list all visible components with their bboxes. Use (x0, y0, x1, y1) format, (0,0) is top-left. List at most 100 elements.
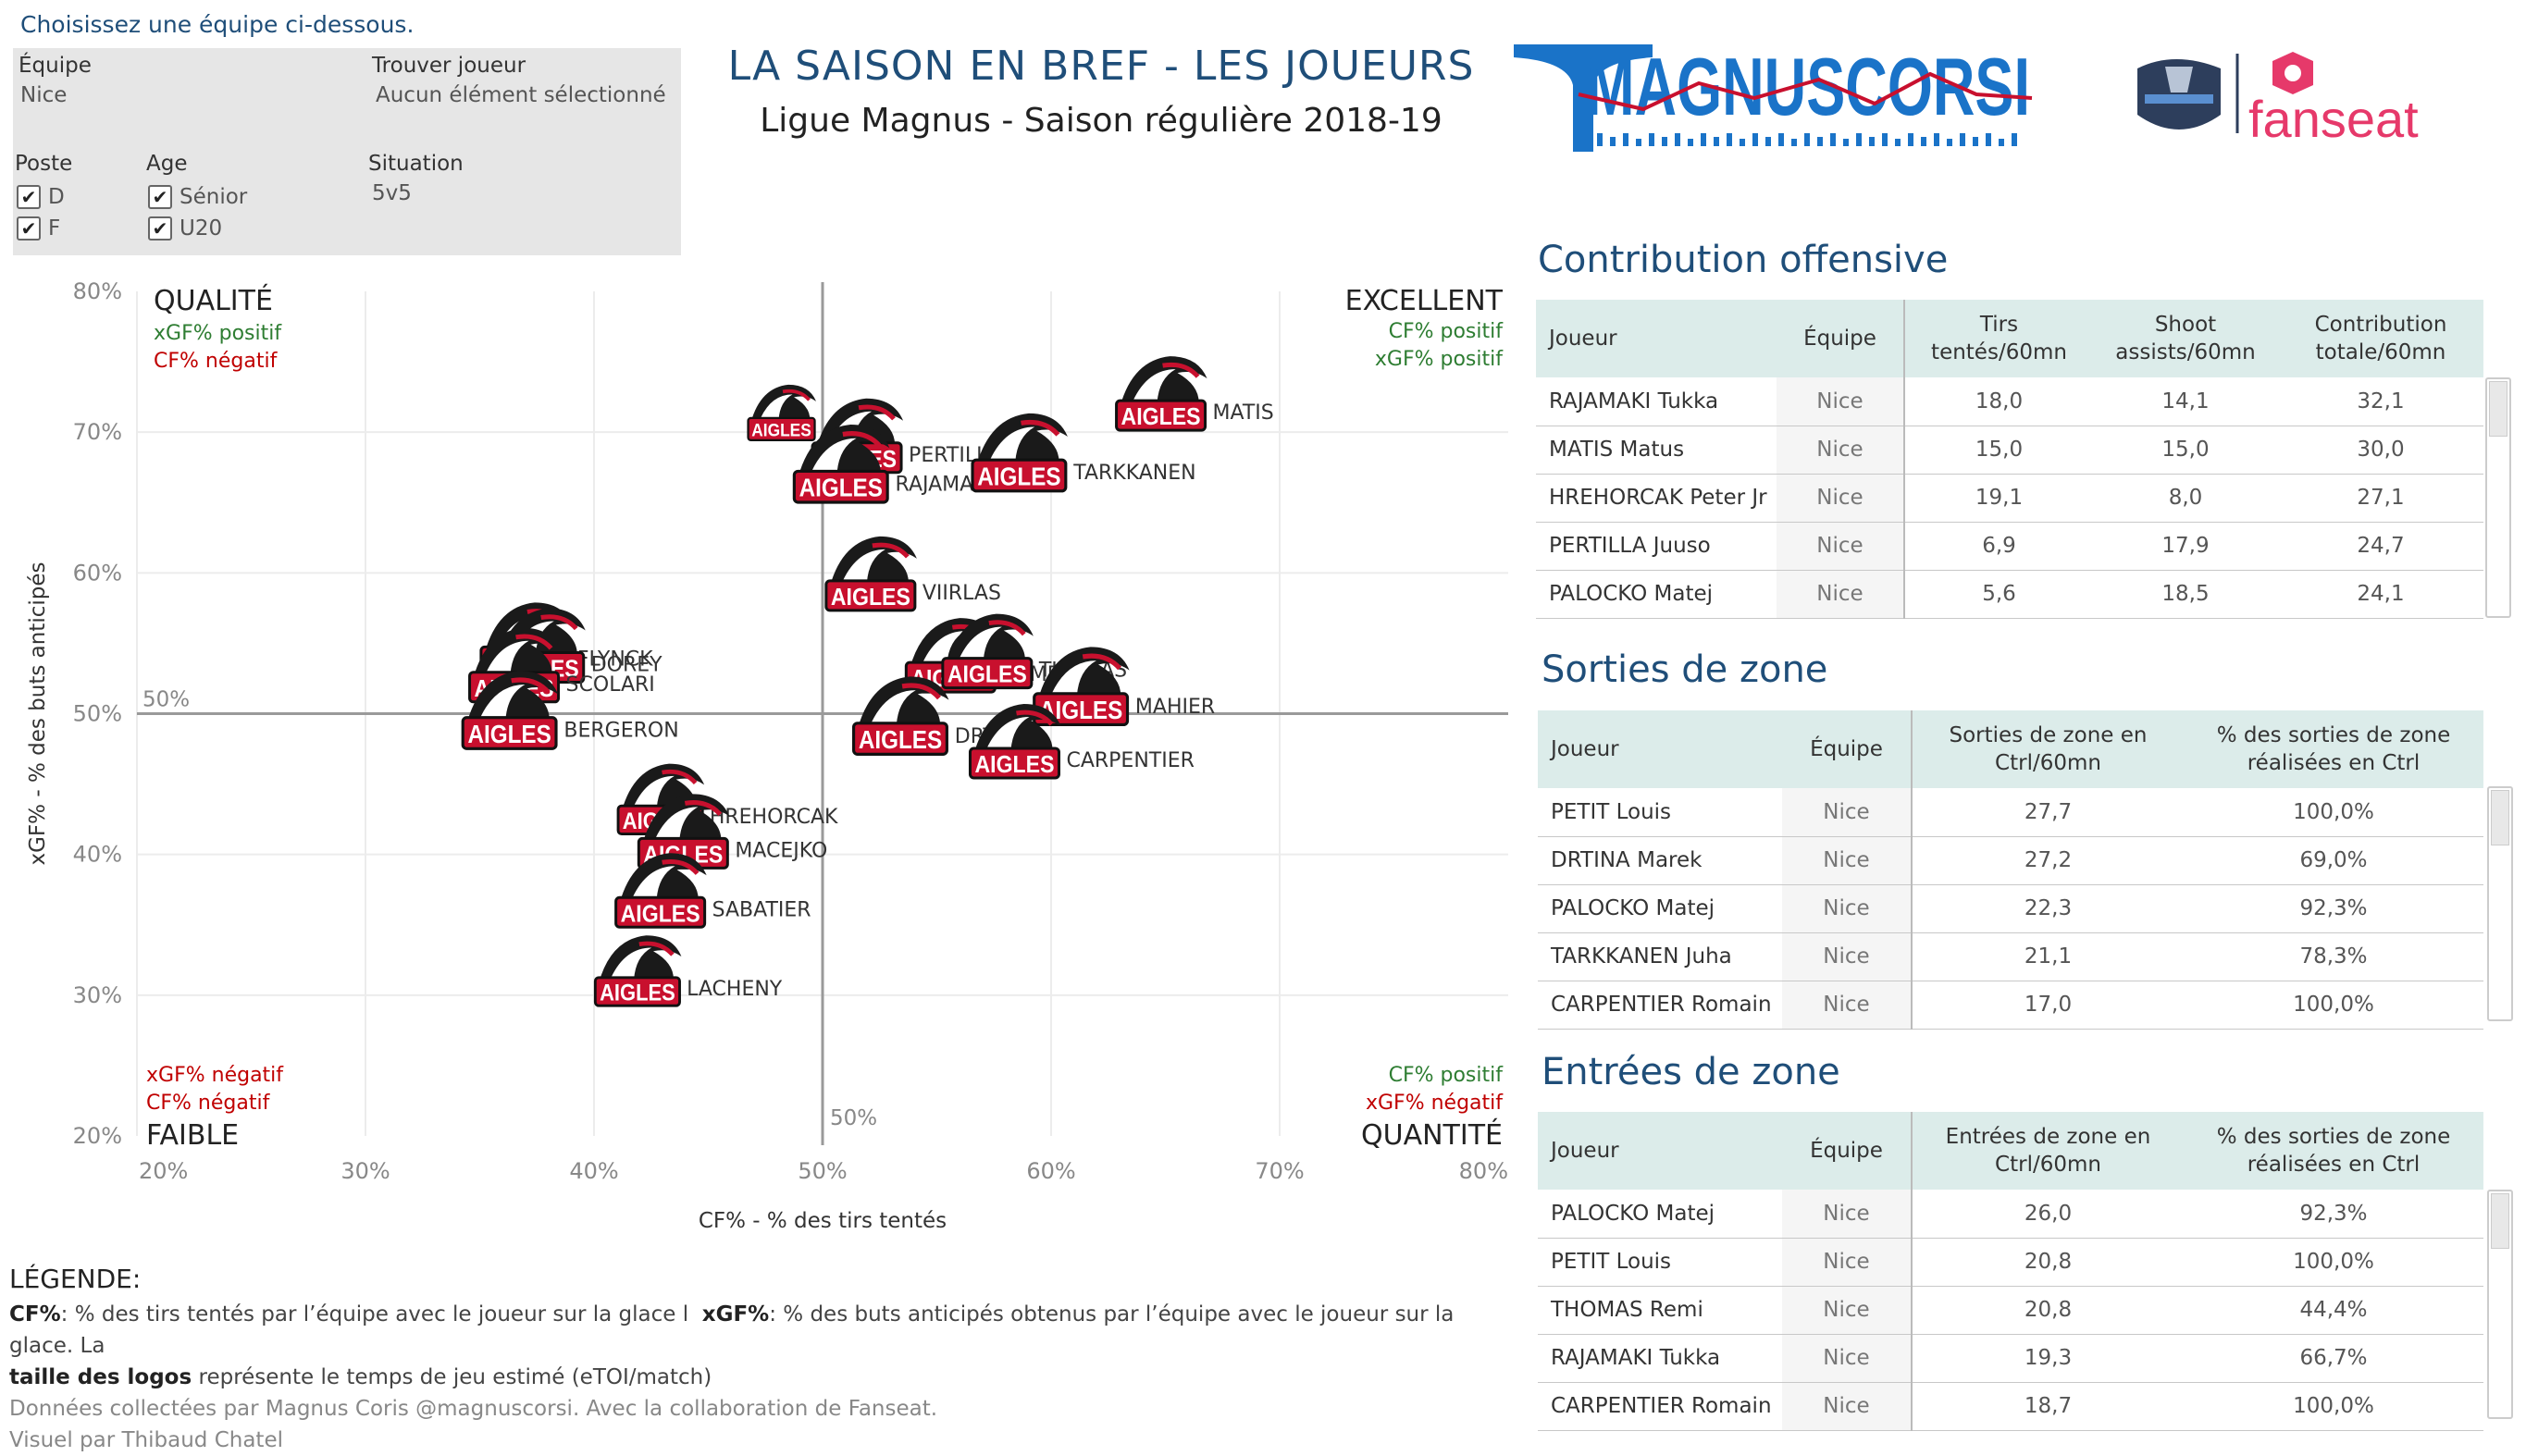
legend-text: CF%: % des tirs tentés par l’équipe avec… (9, 1302, 1455, 1389)
situation-select[interactable]: 5v5 (372, 181, 412, 205)
point-label: MACEJKO (735, 839, 827, 862)
column-header[interactable]: Contribution totale/60mn (2278, 300, 2483, 377)
scroll-thumb[interactable] (2489, 381, 2507, 437)
aigles-logo-marker: AIGLES (792, 425, 890, 504)
table-row[interactable]: HREHORCAK Peter Jr Nice 19,1 8,0 27,1 (1536, 474, 2483, 523)
entrees-scrollbar[interactable] (2487, 1190, 2513, 1419)
column-header[interactable]: Équipe (1782, 1112, 1912, 1190)
eagle-stripe (901, 683, 941, 700)
column-header[interactable]: % des sorties de zone réalisées en Ctrl (2184, 710, 2483, 788)
cell-value: 27,2 (1911, 836, 2184, 885)
contribution-scrollbar[interactable] (2485, 377, 2511, 618)
cell-team: Nice (1777, 474, 1904, 523)
cell-team: Nice (1782, 1382, 1912, 1431)
table-row[interactable]: PERTILLA Juuso Nice 6,9 17,9 24,7 (1536, 522, 2483, 571)
table-row[interactable]: PALOCKO Matej Nice 22,3 92,3% (1538, 884, 2483, 933)
table-row[interactable]: CARPENTIER Romain Nice 18,7 100,0% (1538, 1382, 2483, 1431)
quadrant-quantite-line2: xGF% négatif (1366, 1092, 1504, 1115)
cell-value: 6,9 (1903, 522, 2093, 571)
cell-value: 100,0% (2184, 1238, 2483, 1287)
table-row[interactable]: CARPENTIER Romain Nice 17,0 100,0% (1538, 981, 2483, 1030)
x-tick-label: 40% (569, 1158, 618, 1184)
table-row[interactable]: RAJAMAKI Tukka Nice 19,3 66,7% (1538, 1334, 2483, 1383)
table-row[interactable]: PETIT Louis Nice 20,8 100,0% (1538, 1238, 2483, 1287)
cell-value: 24,1 (2278, 570, 2483, 619)
quadrant-qualite-title: QUALITÉ (154, 284, 273, 317)
cell-player: PALOCKO Matej (1538, 1190, 1782, 1239)
cell-value: 66,7% (2184, 1334, 2483, 1383)
cell-player: CARPENTIER Romain (1538, 981, 1782, 1030)
table-row[interactable]: RAJAMAKI Tukka Nice 18,0 14,1 32,1 (1536, 377, 2483, 426)
cell-player: HREHORCAK Peter Jr (1536, 474, 1777, 523)
legend-title: LÉGENDE: (9, 1264, 142, 1294)
scroll-thumb[interactable] (2491, 790, 2509, 845)
checkbox-icon[interactable]: ✔ (148, 185, 172, 209)
y-tick-label: 20% (73, 1123, 122, 1149)
legend-credit: Visuel par Thibaud Chatel (9, 1428, 283, 1452)
column-header[interactable]: Équipe (1777, 300, 1904, 377)
point-label: HREHORCAK (710, 806, 838, 829)
cell-team: Nice (1777, 377, 1904, 426)
table-row[interactable]: THOMAS Remi Nice 20,8 44,4% (1538, 1286, 2483, 1335)
cell-value: 100,0% (2184, 788, 2483, 837)
point-label: BERGERON (563, 720, 678, 743)
quadrant-faible-line2: CF% négatif (146, 1092, 271, 1115)
column-header[interactable]: Sorties de zone en Ctrl/60mn (1911, 710, 2184, 788)
cell-value: 26,0 (1911, 1190, 2184, 1239)
magnuscorsi-wordmark: MAGNUSCORSI (1586, 41, 2030, 132)
column-header[interactable]: Joueur (1538, 710, 1782, 788)
situation-label: Situation (368, 152, 464, 176)
cell-team: Nice (1782, 788, 1912, 837)
poste-option-f[interactable]: ✔ F (17, 213, 65, 244)
age-option-senior[interactable]: ✔ Sénior (148, 181, 247, 213)
cell-player: PERTILLA Juuso (1536, 522, 1777, 571)
cell-team: Nice (1777, 426, 1904, 475)
poste-option-d[interactable]: ✔ D (17, 181, 65, 213)
quadrant-labels: QUALITÉ xGF% positif CF% négatif EXCELLENT C… (146, 284, 1504, 1152)
checkbox-icon[interactable]: ✔ (148, 216, 172, 241)
checkbox-icon[interactable]: ✔ (17, 185, 41, 209)
aigles-logo-marker: AIGLES (1115, 356, 1207, 432)
page-title: LA SAISON EN BREF - LES JOUEURS (727, 43, 1475, 90)
quadrant-excellent-line2: xGF% positif (1375, 348, 1504, 371)
table-row[interactable]: PALOCKO Matej Nice 5,6 18,5 24,1 (1536, 570, 2483, 619)
filter-hint: Choisissez une équipe ci-dessous. (20, 11, 415, 38)
point-label: CARPENTIER (1066, 749, 1194, 772)
table-row[interactable]: TARKKANEN Juha Nice 21,1 78,3% (1538, 932, 2483, 981)
eagle-stripe (858, 404, 896, 421)
x-tick-label: 30% (341, 1158, 390, 1184)
cell-team: Nice (1782, 932, 1912, 981)
table-row[interactable]: PETIT Louis Nice 27,7 100,0% (1538, 788, 2483, 837)
eagle-stripe (988, 620, 1026, 636)
scatter-chart: 50% 50% 20% 30% 40% 50% 60% 70% 80% 20% 30% 40% 50%… (26, 278, 1508, 1233)
column-header[interactable]: Joueur (1536, 300, 1777, 377)
equipe-select[interactable]: Nice (20, 83, 68, 107)
age-option-u20[interactable]: ✔ U20 (148, 213, 247, 244)
eagle-beak-shape (761, 394, 793, 420)
checkbox-icon[interactable]: ✔ (17, 216, 41, 241)
column-header[interactable]: Équipe (1782, 710, 1912, 788)
table-row[interactable]: PALOCKO Matej Nice 26,0 92,3% (1538, 1190, 2483, 1239)
column-header[interactable]: Tirs tentés/60mn (1903, 300, 2093, 377)
scroll-thumb[interactable] (2491, 1193, 2509, 1249)
eagle-stripe (540, 614, 578, 631)
column-header[interactable]: Shoot assists/60mn (2093, 300, 2278, 377)
eagle-stripe (662, 859, 700, 876)
column-header[interactable]: Joueur (1538, 1112, 1782, 1190)
x-tick-label: 20% (139, 1158, 188, 1184)
trouver-joueur-select[interactable]: Aucun élément sélectionné (376, 83, 666, 107)
reference-lines: 50% 50% (137, 282, 1508, 1145)
aigles-banner (614, 895, 707, 929)
table-row[interactable]: MATIS Matus Nice 15,0 15,0 30,0 (1536, 426, 2483, 475)
column-header[interactable]: Entrées de zone en Ctrl/60mn (1911, 1112, 2184, 1190)
sorties-scrollbar[interactable] (2487, 786, 2513, 1021)
aigles-logo-marker: AIGLES (971, 413, 1068, 493)
eagle-beak-shape (871, 690, 916, 725)
data-points: AIGLESMATISAIGLESAIGLESPERTILLAAIGLESRAJ… (461, 356, 1274, 1007)
table-row[interactable]: DRTINA Marek Nice 27,2 69,0% (1538, 836, 2483, 885)
cell-player: DRTINA Marek (1538, 836, 1782, 885)
column-header[interactable]: % des sorties de zone réalisées en Ctrl (2184, 1112, 2483, 1190)
cell-value: 18,5 (2093, 570, 2278, 619)
cell-value: 22,3 (1911, 884, 2184, 933)
aigles-logo-text: AIGLES (1121, 402, 1201, 430)
